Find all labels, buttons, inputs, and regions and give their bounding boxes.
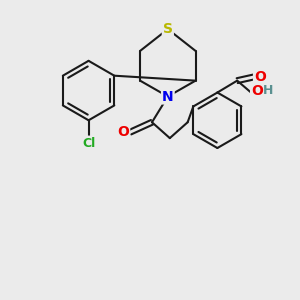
Text: O: O xyxy=(251,84,263,98)
Text: N: N xyxy=(162,89,174,103)
Text: O: O xyxy=(117,125,129,139)
Text: H: H xyxy=(263,84,273,97)
Text: S: S xyxy=(163,22,173,36)
Text: O: O xyxy=(254,70,266,84)
Text: Cl: Cl xyxy=(82,136,95,150)
